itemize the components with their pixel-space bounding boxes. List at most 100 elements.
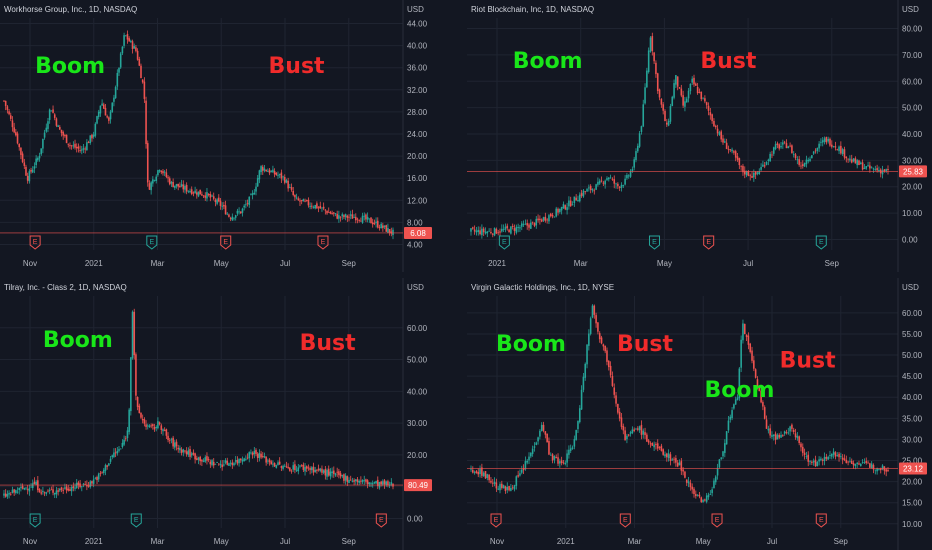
candle-body: [789, 426, 791, 432]
earnings-marker[interactable]: E: [317, 235, 329, 250]
candle: [216, 197, 218, 206]
candle-body: [133, 46, 136, 49]
earnings-marker[interactable]: E: [648, 235, 660, 250]
earnings-marker[interactable]: E: [220, 235, 232, 250]
candle-body: [116, 72, 119, 87]
candle-body: [754, 369, 757, 378]
earnings-marker[interactable]: E: [619, 513, 631, 528]
candle: [488, 228, 490, 232]
candle: [50, 110, 53, 112]
candle: [531, 445, 534, 457]
candle: [830, 140, 833, 149]
candle: [772, 434, 775, 441]
y-tick-label: 32.00: [407, 86, 428, 95]
candle-body: [170, 181, 173, 184]
candle-body: [260, 166, 262, 173]
candle: [635, 148, 637, 163]
candle: [47, 489, 49, 493]
earnings-marker[interactable]: E: [375, 513, 387, 528]
candle: [140, 412, 142, 420]
candle-body: [841, 149, 844, 155]
candle-body: [738, 368, 741, 399]
x-tick-label: Sep: [825, 259, 840, 268]
chart-panel-4: 10.0015.0020.0025.0030.0035.0040.0045.00…: [467, 278, 932, 550]
candle: [867, 460, 869, 464]
candle-body: [272, 463, 274, 465]
y-tick-label: 12.00: [407, 196, 428, 205]
earnings-marker[interactable]: E: [490, 513, 502, 528]
candle: [812, 458, 815, 466]
candle-body: [378, 227, 381, 229]
candle: [62, 130, 64, 140]
candle: [762, 160, 764, 167]
earnings-marker[interactable]: E: [130, 513, 142, 528]
earnings-marker[interactable]: E: [146, 235, 158, 250]
candle-body: [756, 379, 759, 387]
candle-body: [662, 449, 664, 455]
candle: [206, 188, 208, 202]
candle: [578, 405, 581, 424]
candle: [680, 458, 683, 475]
candle: [696, 82, 699, 95]
candle-body: [243, 458, 245, 462]
y-tick-label: 36.00: [407, 64, 428, 73]
candle: [338, 210, 340, 223]
candle: [497, 229, 499, 236]
candle: [283, 463, 286, 468]
candle-body: [123, 439, 125, 445]
candle-body: [709, 112, 712, 116]
candle-body: [705, 495, 708, 502]
candle-body: [756, 172, 759, 174]
earnings-marker[interactable]: E: [498, 235, 510, 250]
candle: [497, 485, 499, 491]
earnings-marker[interactable]: E: [815, 235, 827, 250]
candle-body: [493, 227, 496, 236]
candle: [627, 433, 630, 437]
candle: [522, 464, 525, 475]
candle-body: [887, 469, 889, 472]
earnings-marker[interactable]: E: [815, 513, 827, 528]
candle: [206, 452, 208, 465]
candle-body: [392, 229, 394, 236]
candle: [847, 158, 849, 163]
candle: [618, 186, 621, 191]
earnings-marker[interactable]: E: [29, 513, 41, 528]
candle-body: [881, 170, 884, 175]
candle: [8, 490, 10, 499]
candle-body: [475, 470, 478, 474]
candle-body: [676, 462, 679, 467]
candle-body: [194, 453, 196, 460]
candle: [671, 457, 674, 461]
candle-body: [624, 178, 626, 185]
candle: [168, 176, 171, 186]
candle-body: [470, 228, 472, 232]
candle-body: [158, 170, 161, 172]
earnings-marker[interactable]: E: [29, 235, 41, 250]
candle-body: [878, 169, 880, 172]
earnings-marker[interactable]: E: [711, 513, 723, 528]
candle: [81, 146, 83, 155]
candle-body: [580, 193, 583, 196]
candle-body: [96, 477, 98, 481]
candle: [762, 400, 764, 411]
candle-body: [278, 461, 281, 465]
candle-body: [255, 186, 257, 192]
candle-body: [702, 500, 704, 503]
candle-body: [67, 143, 70, 145]
candle-body: [283, 177, 286, 183]
candle: [738, 157, 741, 170]
candle: [769, 151, 771, 162]
candle-body: [491, 482, 494, 484]
candle-body: [302, 464, 305, 470]
candle: [580, 189, 583, 198]
candle: [861, 459, 864, 464]
candle-body: [622, 426, 625, 431]
y-tick-label: 35.00: [902, 414, 923, 423]
candle-body: [796, 159, 799, 161]
candle-body: [224, 460, 227, 463]
candle: [850, 154, 853, 164]
earnings-marker[interactable]: E: [703, 235, 715, 250]
candle: [847, 460, 849, 466]
candle-body: [782, 142, 784, 145]
candle-body: [731, 149, 733, 152]
